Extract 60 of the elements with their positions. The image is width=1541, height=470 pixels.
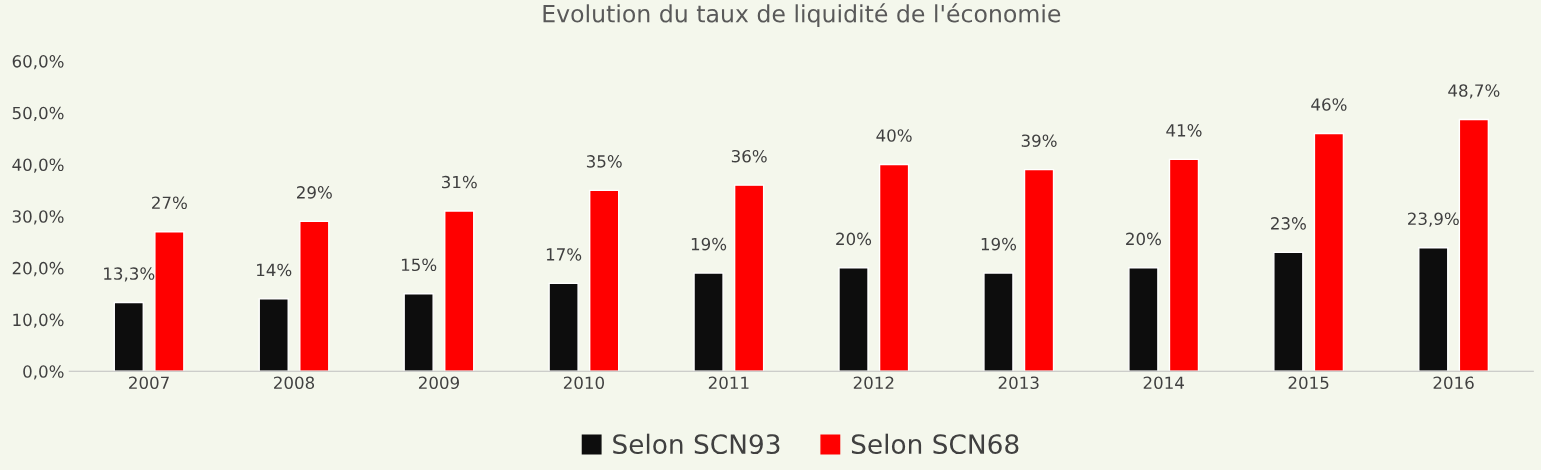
bar bbox=[154, 231, 185, 372]
data-label: 46% bbox=[1311, 98, 1347, 111]
legend-label: Selon SCN93 bbox=[613, 433, 780, 455]
data-label: 23,9% bbox=[1408, 212, 1459, 227]
y-tick-label: 20,0% bbox=[12, 261, 64, 277]
data-label: 40% bbox=[876, 129, 912, 142]
chart-title: Evolution du taux de liquidité de l'économie bbox=[543, 3, 1061, 28]
bar bbox=[548, 282, 579, 372]
y-tick-label: 10,0% bbox=[13, 313, 64, 328]
x-tick-label: 2015 bbox=[1288, 376, 1329, 390]
legend-label: Selon SCN68 bbox=[851, 433, 1019, 455]
x-tick-label: 2008 bbox=[274, 376, 315, 390]
bar bbox=[1128, 267, 1159, 372]
bar bbox=[693, 272, 724, 372]
x-tick-label: 2010 bbox=[563, 376, 604, 390]
y-tick-label: 0,0% bbox=[23, 365, 64, 380]
bar bbox=[1313, 132, 1345, 372]
bar bbox=[589, 189, 620, 372]
x-tick-label: 2012 bbox=[853, 376, 894, 390]
x-tick-label: 2009 bbox=[418, 376, 459, 390]
x-tick-label: 2013 bbox=[998, 376, 1039, 390]
data-label: 19% bbox=[981, 237, 1017, 251]
bar bbox=[733, 184, 765, 372]
bar bbox=[1418, 247, 1449, 372]
data-label: 35% bbox=[586, 155, 622, 168]
bar bbox=[1273, 251, 1304, 372]
bar bbox=[1168, 158, 1200, 372]
x-tick-label: 2016 bbox=[1433, 376, 1474, 390]
x-tick-label: 2011 bbox=[708, 376, 749, 390]
data-label: 14% bbox=[257, 263, 292, 277]
data-label: 20% bbox=[836, 232, 872, 246]
data-label: 23% bbox=[1271, 217, 1306, 230]
data-label: 20% bbox=[1126, 232, 1161, 246]
bar bbox=[258, 298, 289, 372]
bar bbox=[1458, 118, 1490, 372]
bar bbox=[113, 301, 144, 372]
bar bbox=[403, 293, 434, 372]
data-label: 27% bbox=[152, 196, 187, 210]
bar bbox=[299, 220, 330, 372]
data-label: 19% bbox=[691, 237, 727, 251]
bar bbox=[838, 267, 869, 372]
data-label: 48,7% bbox=[1448, 84, 1500, 99]
data-label: 29% bbox=[297, 186, 332, 199]
x-tick-label: 2007 bbox=[129, 376, 169, 390]
data-label: 31% bbox=[442, 175, 477, 189]
y-tick-label: 50,0% bbox=[12, 106, 64, 122]
data-label: 36% bbox=[731, 149, 767, 163]
data-label: 15% bbox=[401, 258, 437, 272]
bar bbox=[444, 210, 475, 372]
data-label: 17% bbox=[546, 248, 582, 261]
bar bbox=[1023, 168, 1055, 372]
data-label: 13,3% bbox=[104, 267, 155, 282]
bar bbox=[983, 272, 1014, 372]
y-tick-label: 60,0% bbox=[12, 55, 64, 70]
y-tick-label: 30,0% bbox=[12, 210, 64, 225]
bar bbox=[878, 163, 910, 372]
y-tick-label: 40,0% bbox=[12, 158, 64, 173]
data-label: 39% bbox=[1021, 134, 1057, 147]
data-label: 41% bbox=[1166, 124, 1202, 137]
x-tick-label: 2014 bbox=[1143, 376, 1184, 390]
